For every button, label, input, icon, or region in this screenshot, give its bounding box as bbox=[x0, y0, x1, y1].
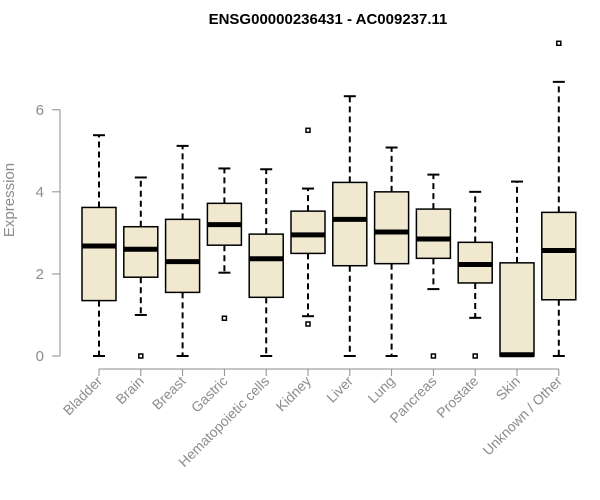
x-tick-label: Breast bbox=[149, 373, 189, 413]
box-iqr bbox=[290, 210, 326, 255]
box-liver bbox=[332, 95, 368, 357]
chart-title: ENSG00000236431 - AC009237.11 bbox=[209, 11, 448, 28]
y-axis: 0 2 4 6 bbox=[36, 102, 61, 365]
y-axis-label: Expression bbox=[1, 163, 18, 237]
box-hematopoietic-cells bbox=[248, 168, 284, 357]
y-tick-label: 0 bbox=[36, 348, 44, 365]
box-breast bbox=[164, 144, 201, 357]
outlier-point bbox=[472, 353, 478, 359]
box-pancreas bbox=[415, 173, 452, 359]
outlier-point bbox=[430, 353, 437, 359]
box-prostate bbox=[457, 190, 493, 359]
box-skin bbox=[499, 180, 535, 358]
outlier-point bbox=[138, 353, 144, 359]
y-tick-label: 4 bbox=[36, 184, 44, 201]
box-gastric bbox=[206, 167, 243, 321]
outlier-point bbox=[221, 315, 228, 321]
box-iqr bbox=[373, 191, 410, 265]
x-tick-label: Bladder bbox=[60, 373, 106, 419]
x-tick-label: Skin bbox=[493, 373, 524, 404]
y-tick-label: 6 bbox=[36, 102, 44, 119]
box-iqr bbox=[332, 181, 368, 267]
box-lung bbox=[373, 146, 410, 357]
box-iqr bbox=[164, 218, 201, 294]
y-tick-label: 2 bbox=[36, 266, 44, 283]
box-iqr bbox=[541, 211, 577, 301]
x-tick-label: Kidney bbox=[273, 373, 315, 415]
box-bladder bbox=[81, 134, 117, 357]
box-iqr bbox=[415, 208, 452, 260]
x-tick-label: Brain bbox=[112, 373, 146, 407]
x-tick-label: Lung bbox=[364, 373, 397, 406]
box-iqr bbox=[248, 233, 284, 299]
box-series bbox=[81, 40, 577, 359]
box-brain bbox=[123, 176, 159, 359]
box-unknown-other bbox=[541, 40, 577, 357]
box-kidney bbox=[290, 127, 326, 327]
outlier-point bbox=[556, 40, 562, 47]
outlier-point bbox=[305, 127, 311, 134]
outlier-point bbox=[305, 321, 311, 327]
x-tick-label: Unknown / Other bbox=[479, 373, 565, 459]
box-iqr bbox=[81, 206, 117, 302]
x-tick-label: Prostate bbox=[433, 373, 481, 421]
box-iqr bbox=[499, 262, 535, 357]
box-iqr bbox=[123, 225, 159, 278]
x-tick-label: Liver bbox=[323, 373, 356, 406]
